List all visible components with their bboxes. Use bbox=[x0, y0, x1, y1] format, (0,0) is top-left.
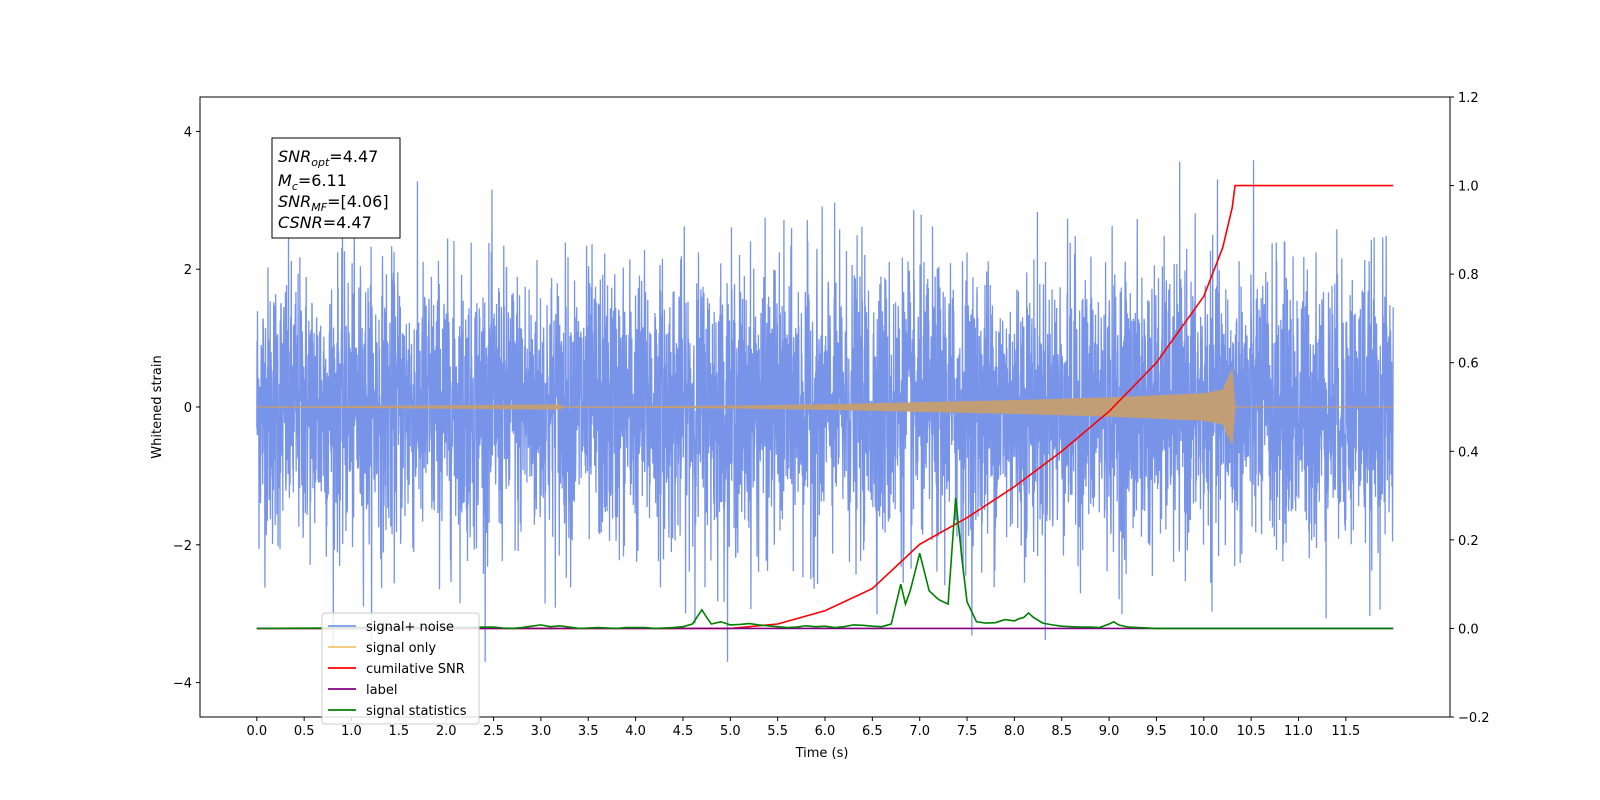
annotation-line-snr-opt: SNRopt=4.47 bbox=[278, 147, 378, 169]
y-axis-right: −0.2 0.0 0.2 0.4 0.6 0.8 1.0 1.2 bbox=[1450, 91, 1490, 726]
y2-tick-label: 0.8 bbox=[1458, 268, 1479, 283]
x-tick-label: 1.0 bbox=[341, 724, 362, 739]
annotation-line-snr-mf: SNRMF=[4.06] bbox=[278, 192, 389, 214]
x-tick-label: 9.0 bbox=[1099, 724, 1120, 739]
x-tick-label: 7.5 bbox=[957, 724, 978, 739]
y-tick-label: −4 bbox=[173, 677, 192, 692]
y-tick-label: 4 bbox=[184, 125, 192, 140]
y-tick-label: 2 bbox=[184, 263, 192, 278]
x-tick-label: 7.0 bbox=[909, 724, 930, 739]
y-axis-left: −4 −2 0 2 4 bbox=[173, 125, 200, 692]
y-axis-label: Whitened strain bbox=[150, 355, 165, 458]
x-tick-label: 1.5 bbox=[389, 724, 410, 739]
x-tick-label: 2.0 bbox=[436, 724, 457, 739]
y2-tick-label: 0.6 bbox=[1458, 357, 1479, 372]
x-tick-label: 8.5 bbox=[1051, 724, 1072, 739]
annotation-box: SNRopt=4.47 Mc=6.11 SNRMF=[4.06] CSNR=4.… bbox=[271, 137, 401, 239]
x-tick-label: 3.5 bbox=[578, 724, 599, 739]
x-tick-label: 6.0 bbox=[815, 724, 836, 739]
legend-label: cumilative SNR bbox=[366, 662, 465, 677]
y2-tick-label: 0.4 bbox=[1458, 445, 1479, 460]
x-tick-label: 5.5 bbox=[767, 724, 788, 739]
y-tick-label: 0 bbox=[184, 401, 192, 416]
y-tick-label: −2 bbox=[173, 539, 192, 554]
x-tick-label: 9.5 bbox=[1146, 724, 1167, 739]
y2-tick-label: 1.2 bbox=[1458, 91, 1479, 106]
x-tick-label: 11.0 bbox=[1284, 724, 1313, 739]
x-tick-label: 5.0 bbox=[720, 724, 741, 739]
x-axis-label: Time (s) bbox=[795, 746, 849, 761]
y2-tick-label: 1.0 bbox=[1458, 180, 1479, 195]
legend: signal+ noise signal only cumilative SNR la… bbox=[321, 612, 480, 725]
x-tick-label: 2.5 bbox=[483, 724, 504, 739]
x-tick-label: 6.5 bbox=[862, 724, 883, 739]
x-tick-label: 8.0 bbox=[1004, 724, 1025, 739]
x-tick-label: 4.0 bbox=[625, 724, 646, 739]
annotation-line-mc: Mc=6.11 bbox=[278, 171, 347, 193]
annotation-line-csnr: CSNR=4.47 bbox=[278, 213, 372, 232]
x-tick-label: 4.5 bbox=[673, 724, 694, 739]
x-axis: 0.0 0.5 1.0 1.5 2.0 2.5 3.0 3.5 4.0 4.5 5.0 5.5 6.0 6… bbox=[246, 717, 1360, 739]
legend-label: label bbox=[366, 683, 397, 698]
legend-label: signal statistics bbox=[366, 704, 467, 719]
legend-label: signal only bbox=[366, 641, 436, 656]
x-tick-label: 10.5 bbox=[1237, 724, 1266, 739]
x-tick-label: 0.0 bbox=[246, 724, 267, 739]
y2-tick-label: 0.0 bbox=[1458, 622, 1479, 637]
series-cumilative-snr bbox=[256, 184, 1394, 630]
series-layer bbox=[256, 160, 1394, 662]
series-signal-statistics bbox=[256, 497, 1394, 630]
y2-tick-label: −0.2 bbox=[1458, 711, 1490, 726]
series-signal-only bbox=[256, 369, 1394, 445]
legend-label: signal+ noise bbox=[366, 620, 454, 635]
y2-tick-label: 0.2 bbox=[1458, 534, 1479, 549]
x-tick-label: 11.5 bbox=[1331, 724, 1360, 739]
x-tick-label: 10.0 bbox=[1189, 724, 1218, 739]
x-tick-label: 0.5 bbox=[294, 724, 315, 739]
x-tick-label: 3.0 bbox=[531, 724, 552, 739]
